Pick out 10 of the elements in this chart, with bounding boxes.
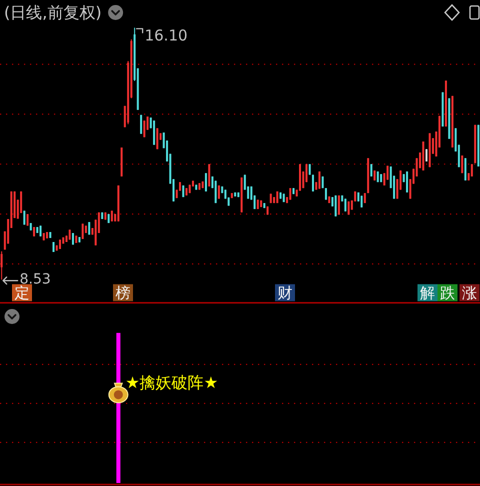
annotation: 16.10 <box>144 26 188 45</box>
signal: 解 <box>418 284 438 302</box>
signal: 跌 <box>438 284 458 302</box>
signal: 定 <box>12 284 32 302</box>
signal: 榜 <box>113 284 133 302</box>
chart-title: (日线,前复权) <box>4 3 102 22</box>
signal: 涨 <box>460 284 480 302</box>
signal: 财 <box>275 284 295 302</box>
extreme-note: 16.10 <box>136 26 188 45</box>
annotation: ★擒妖破阵★ <box>125 373 218 392</box>
